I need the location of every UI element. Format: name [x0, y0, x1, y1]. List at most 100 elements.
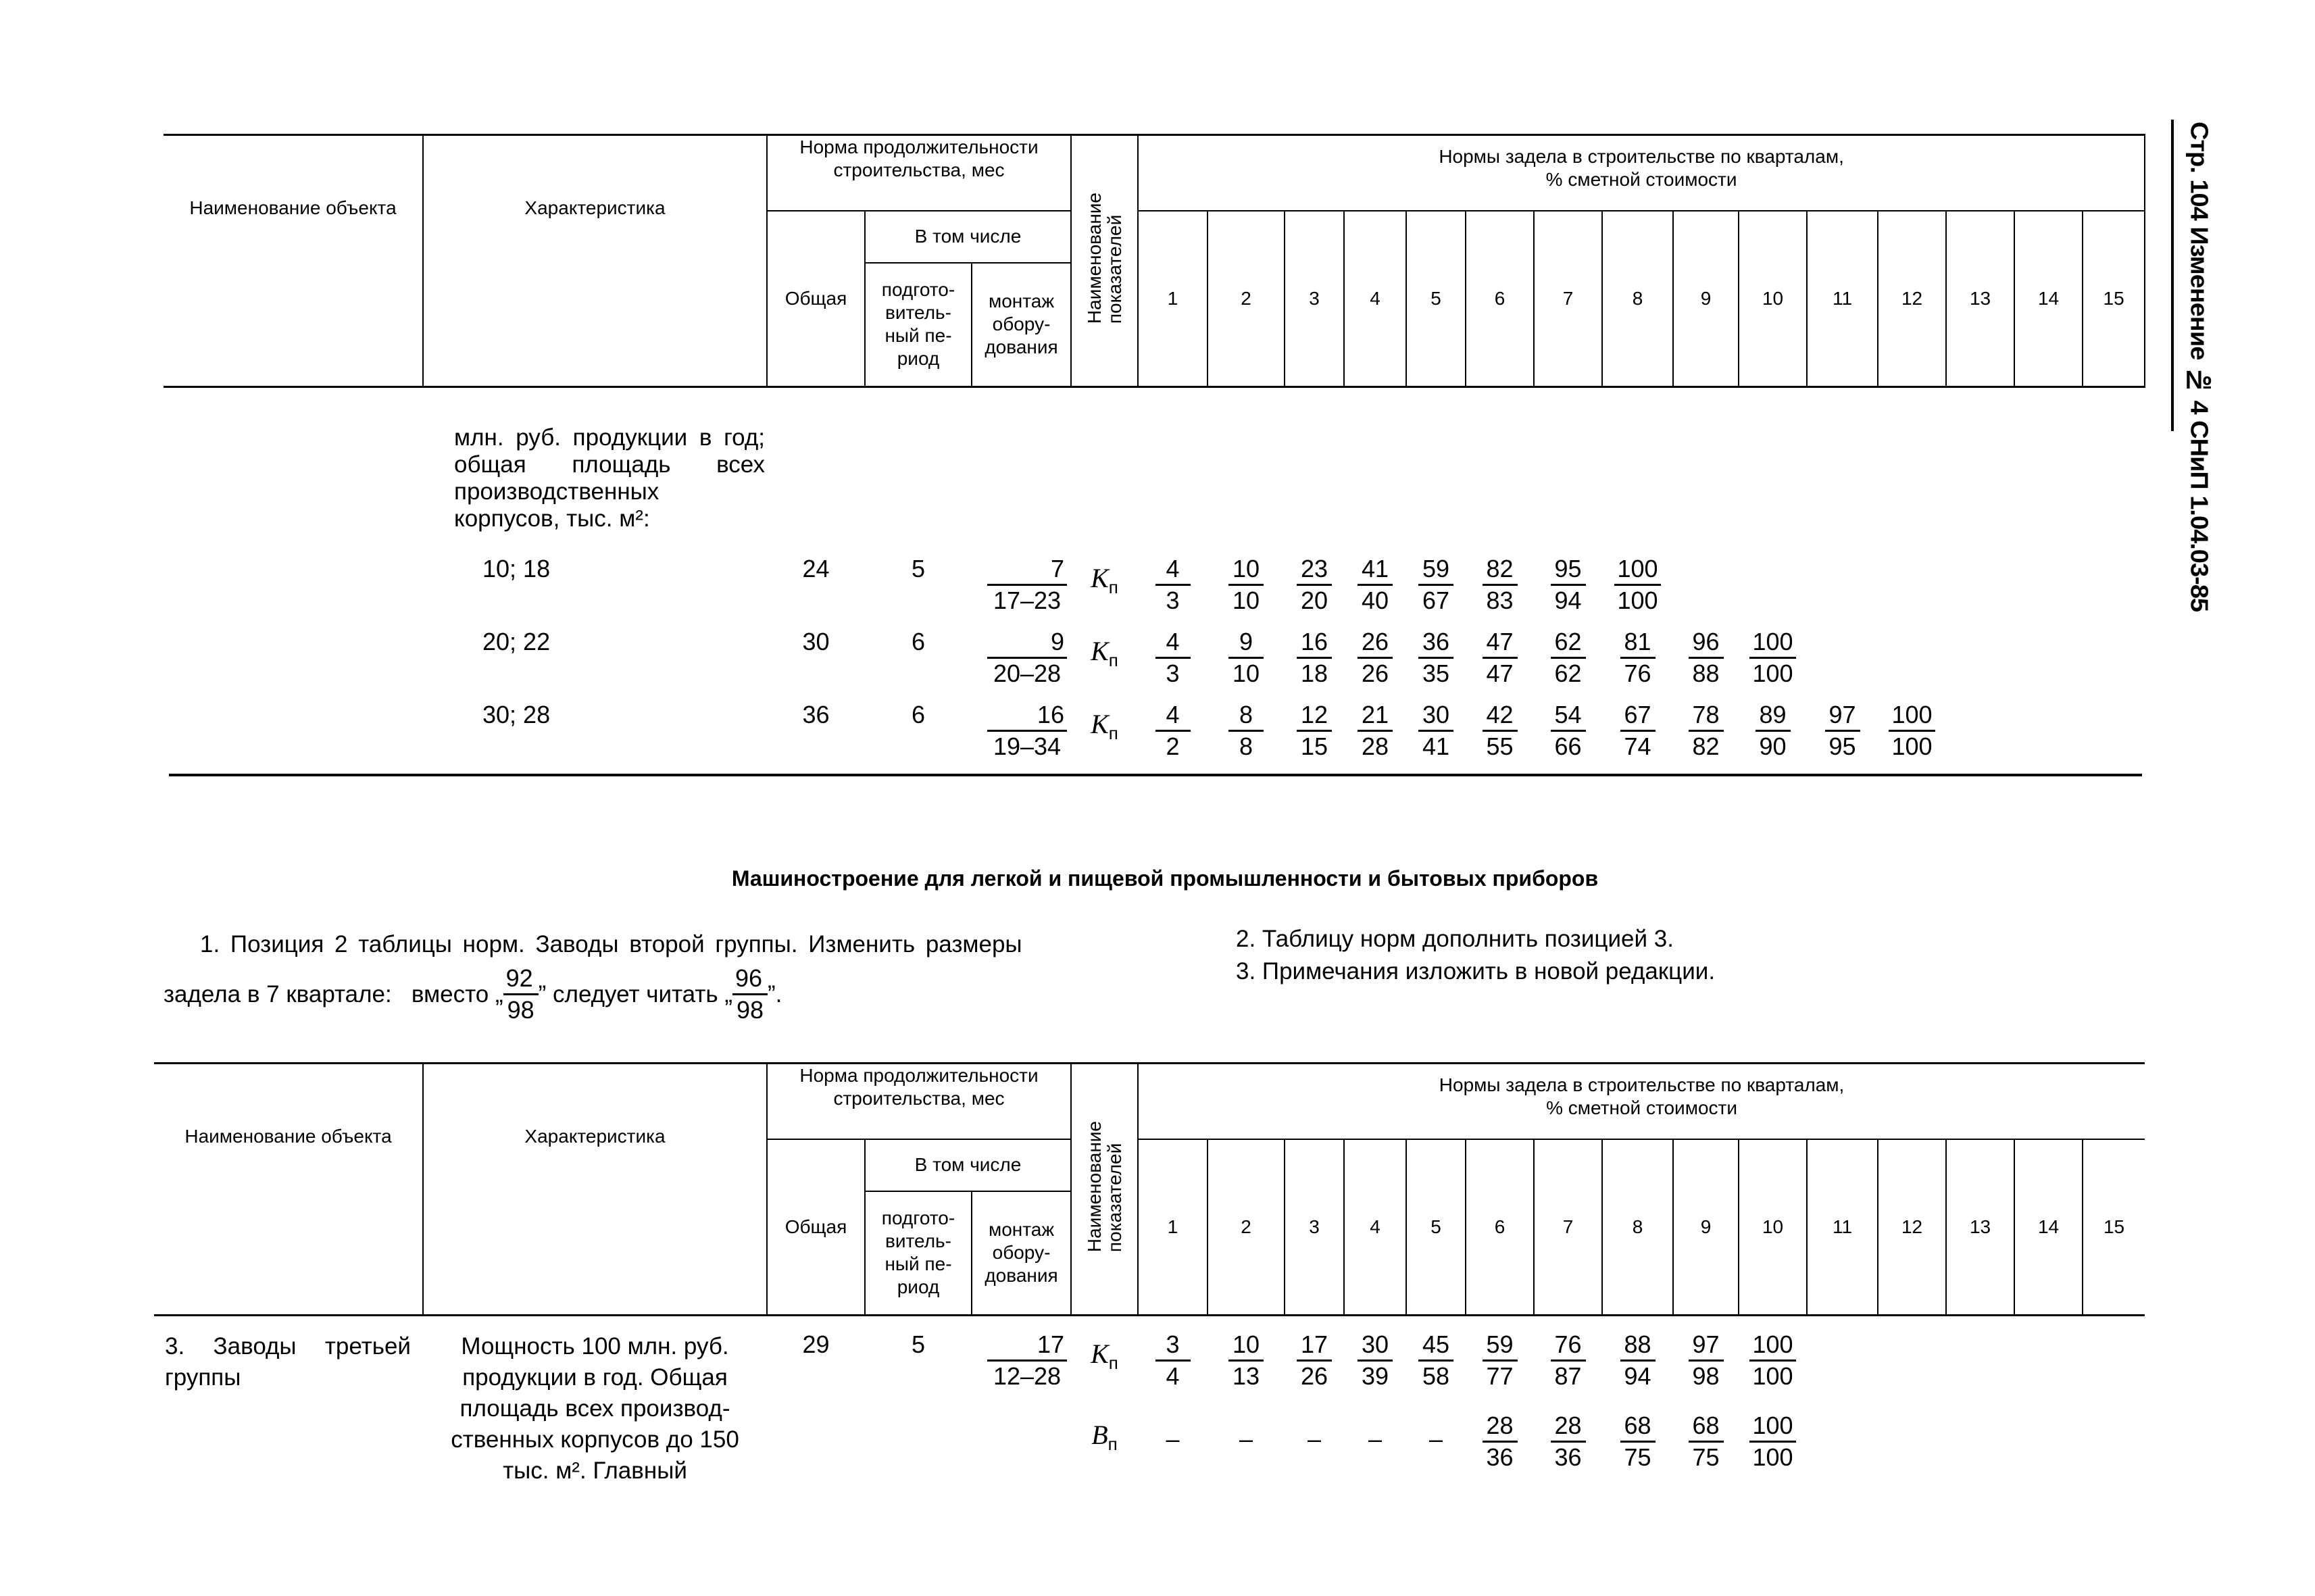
quarter-cell: 9 10	[1208, 628, 1285, 701]
montage-fraction: 9 20–28	[987, 628, 1067, 687]
header-prep-period: подгото- витель- ный пе- риод	[864, 1190, 972, 1316]
quarter-fraction: 12 15	[1297, 701, 1332, 760]
quarter-cell-empty	[2083, 628, 2145, 701]
quarter-cell: –	[1138, 1412, 1208, 1493]
quarter-cell: 41 40	[1344, 555, 1406, 628]
quarter-cell: 12 15	[1285, 701, 1344, 774]
quarter-fraction: 68 75	[1688, 1412, 1724, 1471]
row-total: 30	[802, 628, 830, 655]
quarter-cell: 42 55	[1466, 701, 1534, 774]
header-quarter-15: 15	[2082, 209, 2146, 388]
table1-row: 10; 18 24 5 7 17–23 Кп 4 3 10 10 23 20 41 40 59 67…	[164, 555, 2145, 628]
header-norms: Нормы задела в строительстве по квартала…	[1137, 1062, 2145, 1140]
quarter-fraction: 76 87	[1550, 1331, 1586, 1390]
header-indicators: Наименование показателей	[1070, 134, 1139, 388]
header-characteristic: Характеристика	[422, 1062, 768, 1316]
quarter-cell: –	[1285, 1412, 1344, 1493]
quarter-fraction: 47 47	[1482, 628, 1518, 687]
header-norms: Нормы задела в строительстве по квартала…	[1137, 134, 2146, 211]
header-quarter-13: 13	[1945, 209, 2016, 388]
header-montage: монтаж обору- дования	[970, 1190, 1072, 1316]
quarter-cell-empty	[1946, 1412, 2014, 1493]
header-quarter-5: 5	[1405, 1138, 1467, 1316]
quarter-fraction: 88 94	[1620, 1331, 1656, 1390]
side-page-title: Стр. 104 Изменение № 4 СНиП 1.04.03-85	[2185, 122, 2212, 612]
quarter-cell-empty	[2014, 1412, 2083, 1493]
quarter-cell: 100 100	[1739, 1412, 1807, 1493]
row-montage: 7 17–23	[972, 555, 1071, 628]
indicator-label: Кп	[1091, 636, 1118, 671]
item1-suffix: ”.	[768, 980, 782, 1007]
quarter-cell: 78 82	[1673, 701, 1739, 774]
table1-body: 10; 18 24 5 7 17–23 Кп 4 3 10 10 23 20 41 40 59 67…	[164, 555, 2145, 774]
header-duration: Норма продолжительности строительства, м…	[766, 1062, 1072, 1140]
quarter-fraction: 45 58	[1418, 1331, 1453, 1390]
row-prep: 6	[911, 628, 926, 655]
quarter-cell-empty	[2083, 701, 2145, 774]
quarter-cell: 26 26	[1344, 628, 1406, 701]
header-quarter-4: 4	[1343, 1138, 1408, 1316]
quarter-fraction: 42 55	[1482, 701, 1518, 760]
quarter-cell-empty	[1807, 628, 1878, 701]
quarter-fraction: 21 28	[1358, 701, 1393, 760]
indicator-label: Кп	[1091, 1339, 1118, 1374]
header-quarter-10: 10	[1738, 1138, 1808, 1316]
quarter-fraction: 67 74	[1620, 701, 1656, 760]
quarter-cell-empty	[1673, 555, 1739, 628]
old-value-fraction: 92 98	[503, 965, 539, 1024]
quarter-cell: 16 18	[1285, 628, 1344, 701]
item2: 2. Таблицу норм дополнить позицией 3.	[1236, 926, 1674, 952]
header-total: Общая	[766, 209, 866, 388]
quarter-cell-empty	[2083, 1331, 2145, 1412]
quarter-fraction: 16 18	[1297, 628, 1332, 687]
quarter-cell: 54 66	[1534, 701, 1602, 774]
quarter-cell-empty	[2014, 555, 2083, 628]
header-quarter-2: 2	[1207, 1138, 1286, 1316]
quarter-fraction: 68 75	[1620, 1412, 1656, 1471]
header-object-name: Наименование объекта	[164, 134, 424, 388]
quarter-fraction: 30 39	[1358, 1331, 1393, 1390]
header-duration: Норма продолжительности строительства, м…	[766, 134, 1072, 211]
quarter-cell-empty	[1946, 555, 2014, 628]
quarter-fraction: 59 67	[1418, 555, 1453, 614]
quarter-cell: 47 47	[1466, 628, 1534, 701]
quarter-fraction: 62 62	[1550, 628, 1586, 687]
quarter-cell: 68 75	[1673, 1412, 1739, 1493]
quarter-cell-empty	[1878, 628, 1946, 701]
header-object-name: Наименование объекта	[154, 1062, 424, 1316]
quarter-fraction: 96 88	[1688, 628, 1724, 687]
quarter-cell: 68 75	[1602, 1412, 1673, 1493]
quarter-fraction: 54 66	[1550, 701, 1586, 760]
item1-mid: ” следует читать „	[538, 980, 732, 1007]
quarter-cell: 28 36	[1466, 1412, 1534, 1493]
quarter-cell: 21 28	[1344, 701, 1406, 774]
quarter-cell: 89 90	[1739, 701, 1807, 774]
header-quarter-4: 4	[1343, 209, 1408, 388]
new-value-fraction: 96 98	[732, 965, 768, 1024]
header-quarter-7: 7	[1533, 1138, 1603, 1316]
section-title: Машиностроение для легкой и пищевой пром…	[731, 866, 1599, 891]
montage-fraction: 7 17–23	[987, 555, 1067, 614]
row-prep: 5	[911, 555, 926, 582]
header-quarter-1: 1	[1137, 1138, 1209, 1316]
quarter-fraction: 23 20	[1297, 555, 1332, 614]
header-montage: монтаж обору- дования	[970, 261, 1072, 388]
quarter-fraction: 10 10	[1228, 555, 1264, 614]
table1-row: 20; 22 30 6 9 20–28 Кп 4 3 9 10 16 18 26 26 36 35 4…	[164, 628, 2145, 701]
header-quarter-12: 12	[1877, 1138, 1947, 1316]
header-including: В том числе	[864, 209, 1072, 264]
table1-bottom-rule	[169, 774, 2142, 776]
quarter-cell: 10 10	[1208, 555, 1285, 628]
quarter-cell: –	[1344, 1412, 1406, 1493]
quarter-fraction: 36 35	[1418, 628, 1453, 687]
dash: –	[1166, 1425, 1180, 1453]
quarter-cell-empty	[2014, 1331, 2083, 1412]
quarter-cell: 88 94	[1602, 1331, 1673, 1412]
side-rule	[2171, 120, 2174, 431]
quarter-fraction: 100 100	[1749, 1331, 1796, 1390]
row-total: 24	[802, 555, 830, 582]
